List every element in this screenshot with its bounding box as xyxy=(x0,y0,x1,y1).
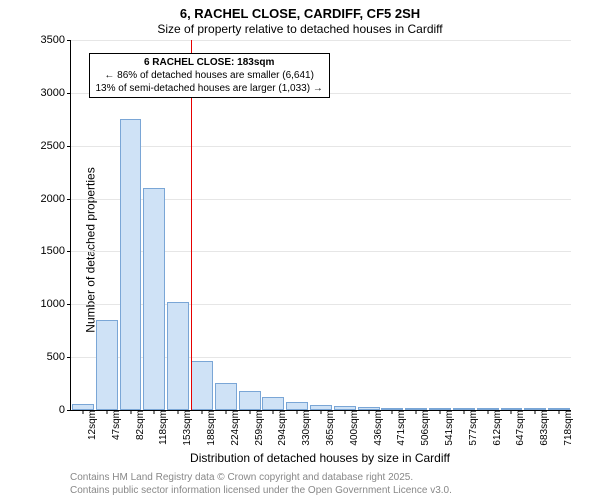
x-axis-label: Distribution of detached houses by size … xyxy=(70,451,570,465)
histogram-bar xyxy=(191,361,213,410)
x-tick-label: 506sqm xyxy=(416,410,431,446)
histogram-bar xyxy=(96,320,118,410)
y-tick-mark xyxy=(67,93,71,94)
x-tick-label: 188sqm xyxy=(202,410,217,446)
y-tick-mark xyxy=(67,146,71,147)
gridline xyxy=(71,40,571,41)
x-tick-label: 718sqm xyxy=(559,410,574,446)
x-tick-label: 47sqm xyxy=(107,410,122,440)
footnote: Contains HM Land Registry data © Crown c… xyxy=(70,472,452,497)
histogram-bar xyxy=(120,119,142,410)
histogram-bar xyxy=(167,302,189,410)
x-tick-label: 224sqm xyxy=(226,410,241,446)
x-tick-label: 683sqm xyxy=(535,410,550,446)
y-tick-mark xyxy=(67,199,71,200)
x-tick-label: 294sqm xyxy=(273,410,288,446)
x-tick-label: 118sqm xyxy=(154,410,169,445)
gridline xyxy=(71,146,571,147)
annotation-line-1: ← 86% of detached houses are smaller (6,… xyxy=(96,69,323,82)
y-tick-mark xyxy=(67,410,71,411)
x-tick-label: 12sqm xyxy=(83,410,98,440)
x-tick-label: 647sqm xyxy=(511,410,526,446)
histogram-bar xyxy=(215,383,237,410)
y-tick-mark xyxy=(67,357,71,358)
x-tick-label: 330sqm xyxy=(297,410,312,446)
annotation-title: 6 RACHEL CLOSE: 183sqm xyxy=(96,56,323,69)
x-tick-label: 153sqm xyxy=(178,410,193,446)
chart-container: 6, RACHEL CLOSE, CARDIFF, CF5 2SH Size o… xyxy=(0,0,600,500)
y-tick-mark xyxy=(67,40,71,41)
x-tick-label: 259sqm xyxy=(250,410,265,446)
x-tick-label: 82sqm xyxy=(131,410,146,440)
footnote-line-1: Contains HM Land Registry data © Crown c… xyxy=(70,472,452,485)
x-tick-label: 471sqm xyxy=(392,410,407,446)
chart-title-sub: Size of property relative to detached ho… xyxy=(0,22,600,36)
chart-title-main: 6, RACHEL CLOSE, CARDIFF, CF5 2SH xyxy=(0,6,600,21)
x-tick-label: 612sqm xyxy=(488,410,503,446)
plot-area: 050010001500200025003000350012sqm47sqm82… xyxy=(70,40,571,411)
footnote-line-2: Contains public sector information licen… xyxy=(70,485,452,498)
y-tick-mark xyxy=(67,251,71,252)
x-tick-label: 541sqm xyxy=(440,410,455,446)
x-tick-label: 577sqm xyxy=(464,410,479,446)
annotation-line-2: 13% of semi-detached houses are larger (… xyxy=(96,82,323,95)
histogram-bar xyxy=(143,188,165,410)
y-tick-mark xyxy=(67,304,71,305)
x-tick-label: 436sqm xyxy=(369,410,384,446)
annotation-box: 6 RACHEL CLOSE: 183sqm← 86% of detached … xyxy=(89,53,330,98)
x-tick-label: 365sqm xyxy=(321,410,336,446)
histogram-bar xyxy=(262,397,284,410)
x-tick-label: 400sqm xyxy=(345,410,360,446)
histogram-bar xyxy=(286,402,308,410)
histogram-bar xyxy=(239,391,261,410)
